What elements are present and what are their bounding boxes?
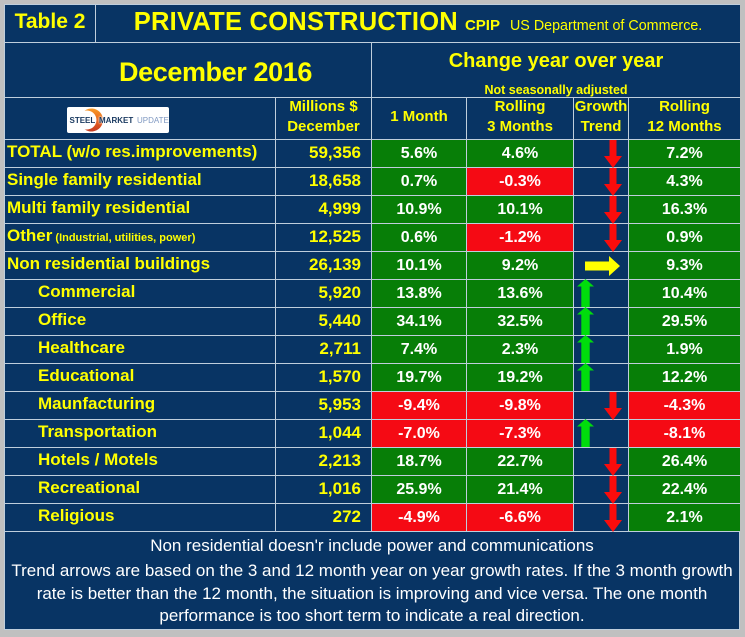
svg-text:UPDATE: UPDATE: [137, 116, 169, 125]
svg-text:MARKET: MARKET: [99, 116, 133, 125]
svg-text:STEEL: STEEL: [70, 116, 96, 125]
